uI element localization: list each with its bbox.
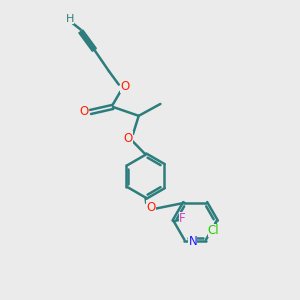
Text: Cl: Cl xyxy=(208,224,219,237)
Text: O: O xyxy=(120,80,129,93)
Text: O: O xyxy=(123,132,133,145)
Text: O: O xyxy=(146,201,155,214)
Text: H: H xyxy=(66,14,74,24)
Text: O: O xyxy=(80,105,88,118)
Text: F: F xyxy=(179,212,185,226)
Text: N: N xyxy=(188,235,197,248)
